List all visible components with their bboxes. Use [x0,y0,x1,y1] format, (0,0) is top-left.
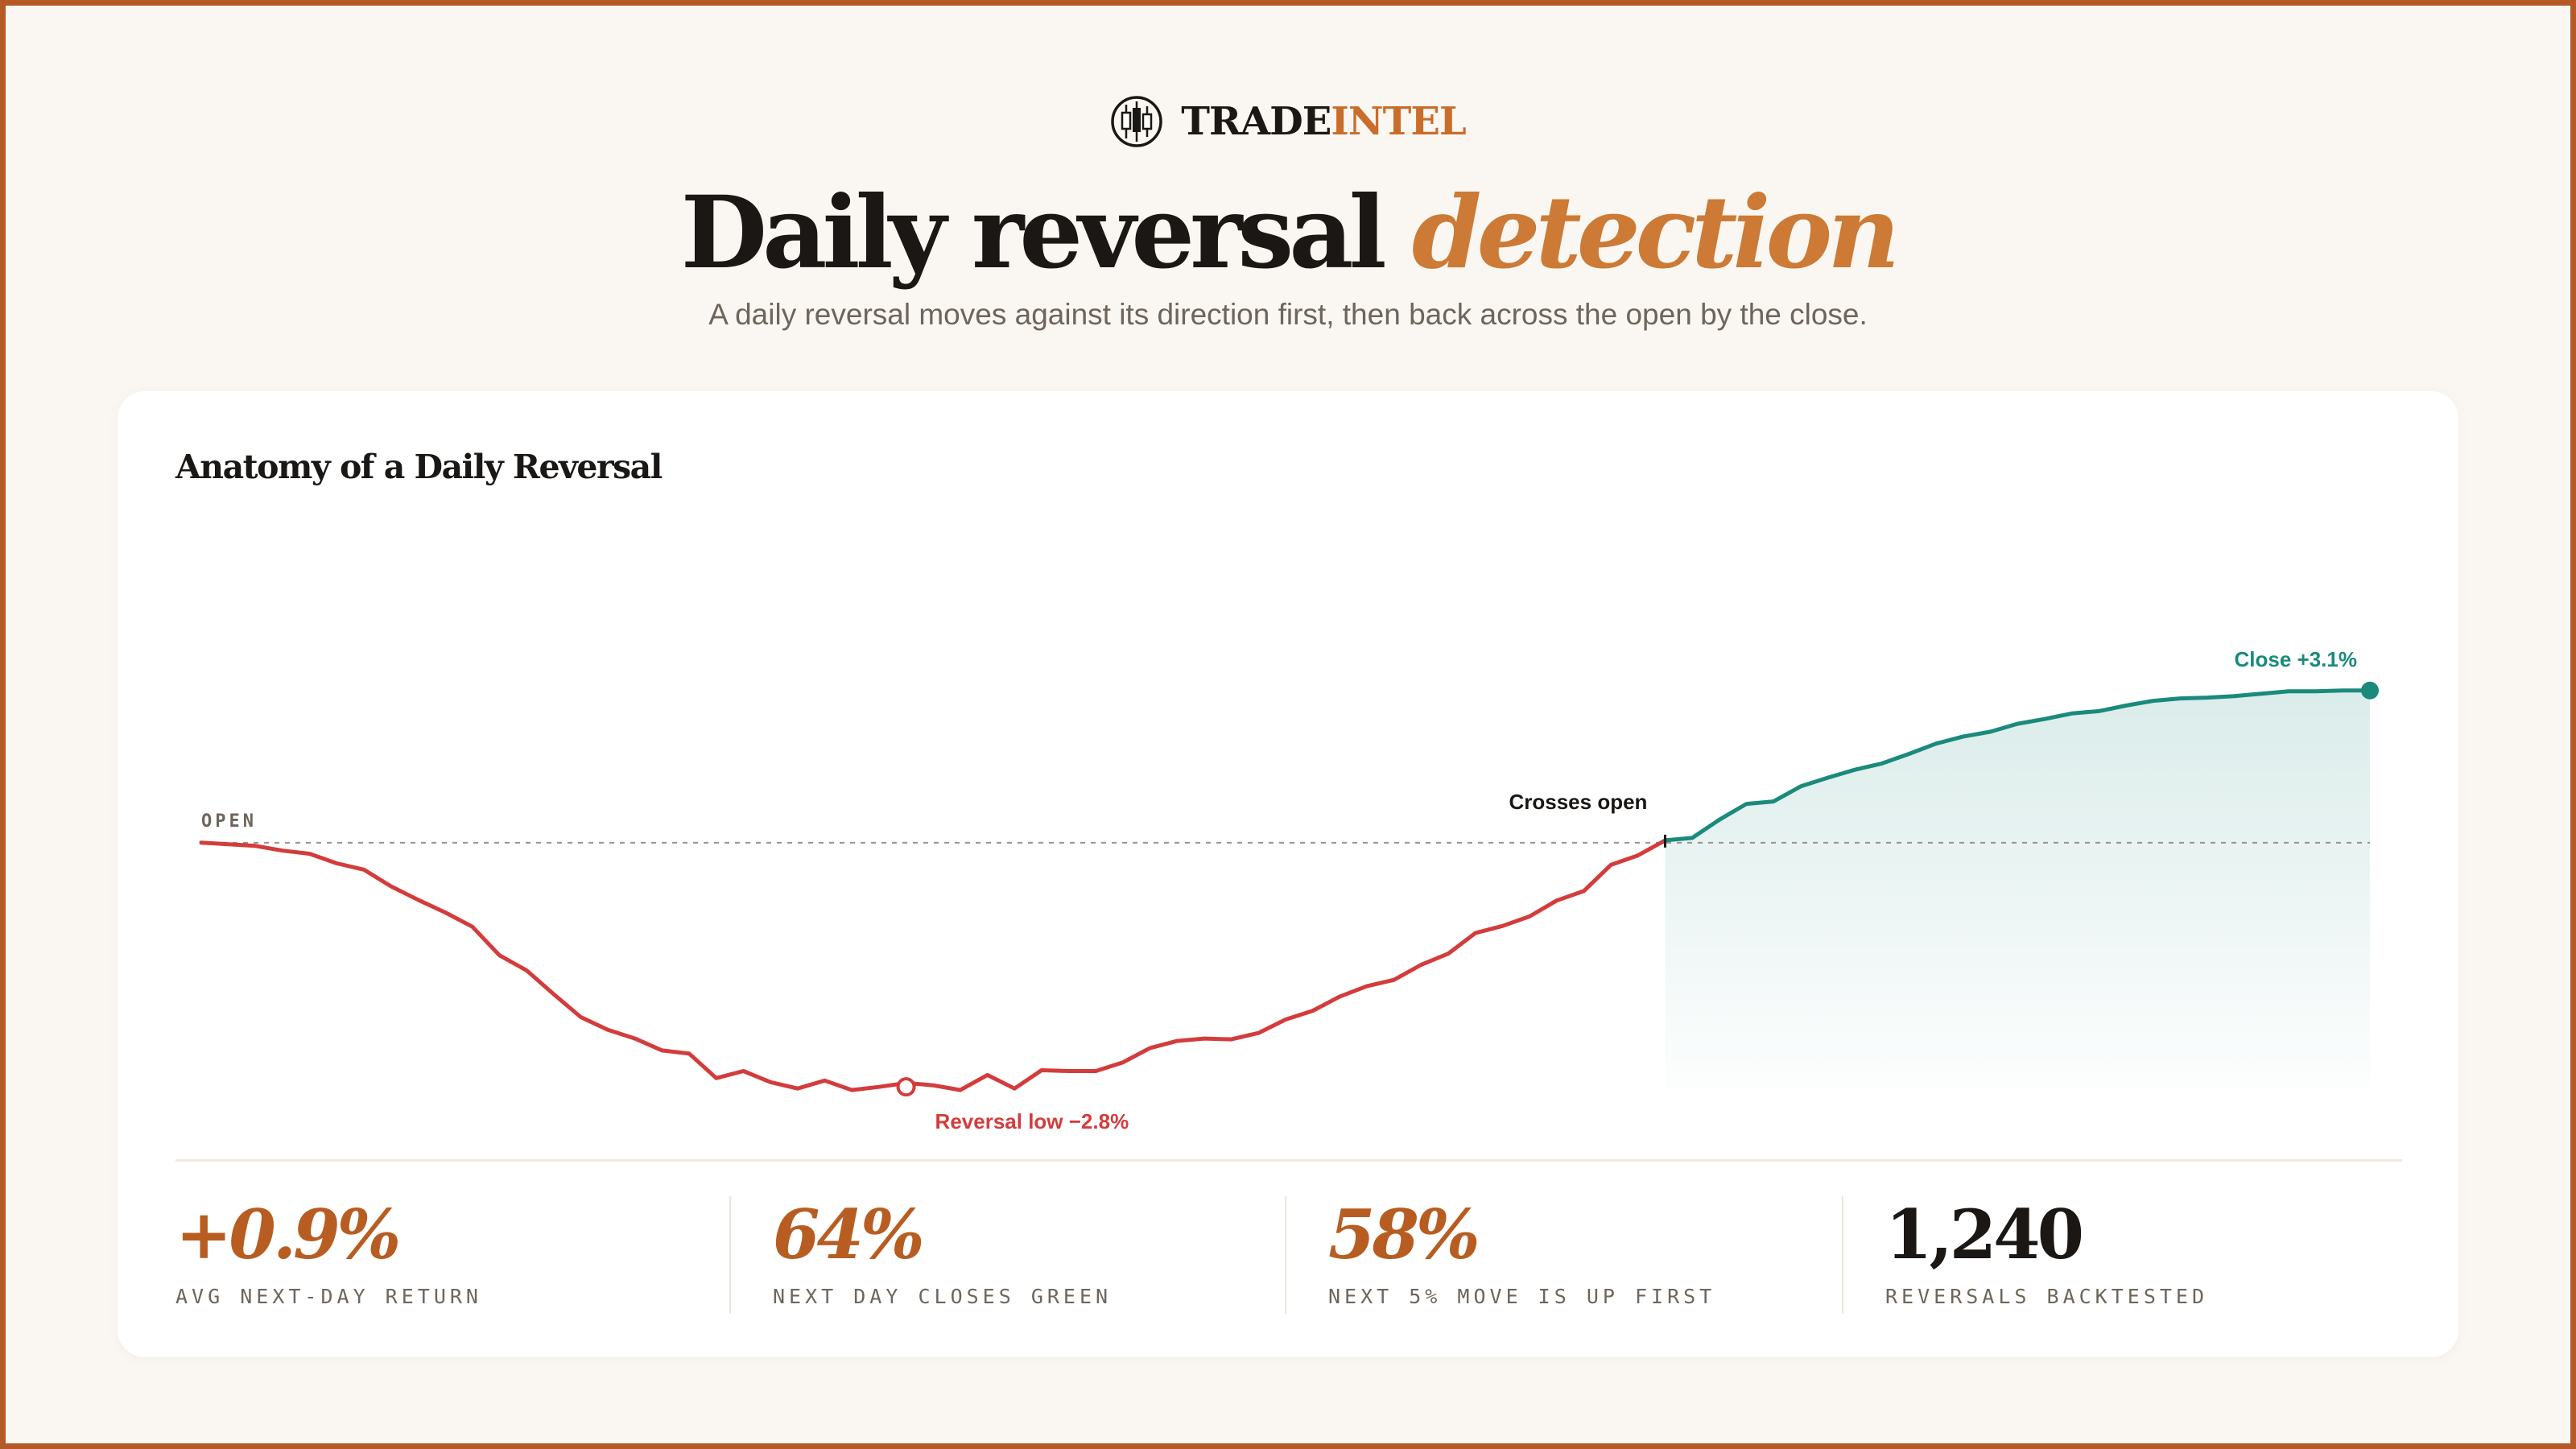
brand: TRADEINTEL [0,95,2576,148]
decline-series-line [199,838,1667,1092]
close-label: Close +3.1% [2235,647,2357,671]
stats-divider [175,1159,2402,1162]
close-marker [2361,681,2379,700]
chart-title: Anatomy of a Daily Reversal [175,448,663,486]
stat-value: +0.9% [175,1195,401,1274]
title-accent-text: detection [1411,175,1901,291]
stat-label: NEXT 5% MOVE IS UP FIRST [1328,1285,1716,1308]
title-text: Daily reversal [680,175,1412,291]
reversal-low-label: Reversal low −2.8% [935,1109,1129,1133]
brand-name-accent: INTEL [1331,99,1466,144]
stat-next-move-up-first: 58% NEXT 5% MOVE IS UP FIRST [1328,1196,1715,1317]
page-title: Daily reversal detection [0,169,2576,298]
recovery-series-line [1663,688,2372,843]
stat-label: REVERSALS BACKTESTED [1885,1285,2209,1308]
stat-value: 58% [1328,1195,1480,1274]
open-baseline-label: OPEN [201,811,257,832]
page-subtitle: A daily reversal moves against its direc… [708,298,1868,331]
brand-name-primary: TRADE [1181,99,1331,144]
stat-separator [1842,1196,1843,1314]
stat-separator [1285,1196,1286,1314]
reversal-line-chart: OPEN Reversal low −2.8% Crosses open Clo… [199,647,2379,1133]
stat-reversals-backtested: 1,240 REVERSALS BACKTESTED [1885,1196,2208,1317]
stat-avg-next-day-return: +0.9% AVG NEXT-DAY RETURN [175,1196,482,1317]
reversal-low-marker [896,1077,916,1097]
stat-value: 64% [773,1195,925,1274]
stat-label: NEXT DAY CLOSES GREEN [773,1285,1113,1308]
brand-name: TRADEINTEL [1181,99,1466,144]
candlestick-logo-icon [1111,96,1163,147]
gain-area-fill [1665,690,2370,1088]
stat-separator [729,1196,731,1314]
stat-next-day-green: 64% NEXT DAY CLOSES GREEN [773,1196,1112,1317]
stat-value: 1,240 [1885,1195,2084,1274]
chart-card: Anatomy of a Daily Reversal OPEN Reversa… [118,391,2458,1357]
stat-label: AVG NEXT-DAY RETURN [175,1285,482,1308]
crosses-open-label: Crosses open [1509,790,1647,814]
